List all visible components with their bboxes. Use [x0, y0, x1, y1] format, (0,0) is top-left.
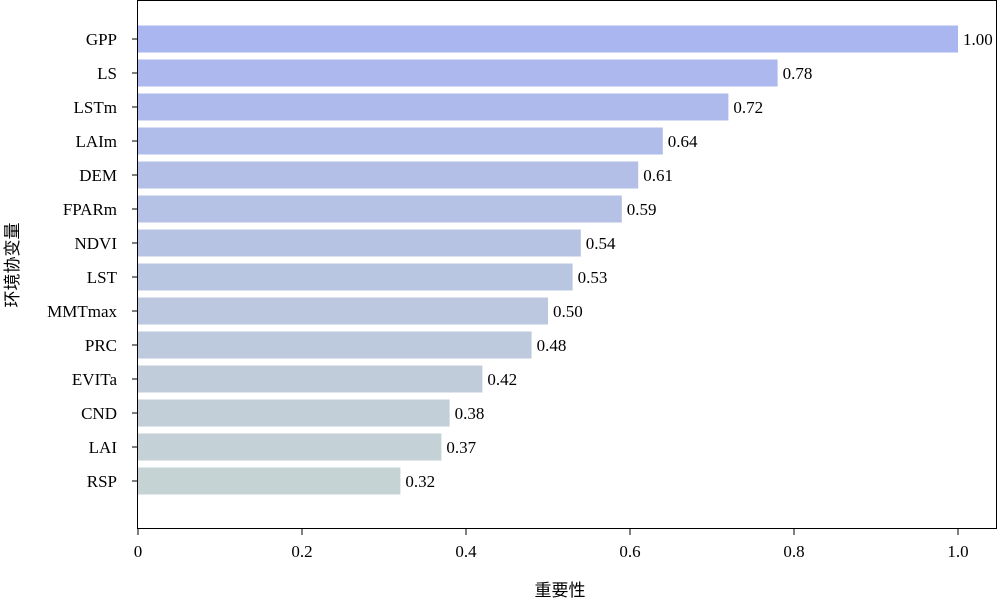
y-tick-label: LSTm — [74, 98, 117, 117]
y-tick-label: EVITa — [72, 370, 118, 389]
value-label: 0.54 — [586, 234, 616, 253]
value-label: 0.50 — [553, 302, 583, 321]
value-label: 0.42 — [487, 370, 517, 389]
y-tick-label: CND — [81, 404, 117, 423]
y-tick-label: PRC — [85, 336, 117, 355]
bar-lstm — [138, 93, 729, 121]
x-tick-label: 0.8 — [783, 542, 804, 561]
bar-ls — [138, 59, 778, 87]
y-tick-label: NDVI — [75, 234, 118, 253]
x-ticks: 0 0.2 0.4 0.6 0.8 1.0 — [134, 529, 969, 561]
x-tick-label: 0 — [134, 542, 143, 561]
value-label: 0.59 — [627, 200, 657, 219]
bar-evita — [138, 365, 483, 393]
y-tick-label: LS — [97, 64, 117, 83]
bar-dem — [138, 161, 639, 189]
bar-rsp — [138, 467, 401, 495]
value-label: 0.53 — [578, 268, 608, 287]
bar-prc — [138, 331, 532, 359]
bar-lst — [138, 263, 573, 291]
bar-cnd — [138, 399, 450, 427]
bar-ndvi — [138, 229, 581, 257]
plot-area-frame — [137, 0, 997, 529]
value-label: 0.64 — [668, 132, 698, 151]
value-label: 1.00 — [963, 30, 993, 49]
x-axis-label: 重要性 — [535, 581, 586, 600]
bar-gpp — [138, 25, 958, 53]
y-tick-labels: GPP LS LSTm LAIm DEM FPARm NDVI LST MMTmax PRC EVI… — [47, 30, 138, 491]
y-tick-label: DEM — [79, 166, 117, 185]
y-tick-label: MMTmax — [47, 302, 117, 321]
bar-laim — [138, 127, 663, 155]
value-labels: 1.00 0.78 0.72 0.64 0.61 0.59 0.54 0.53 0.50 0.48… — [405, 30, 992, 491]
value-label: 0.78 — [783, 64, 813, 83]
y-tick-label: GPP — [86, 30, 117, 49]
bar-mmtmax — [138, 297, 548, 325]
x-tick-label: 0.4 — [455, 542, 477, 561]
bars-group — [138, 25, 958, 495]
x-tick-label: 0.2 — [291, 542, 312, 561]
value-label: 0.72 — [733, 98, 763, 117]
y-tick-label: LAI — [89, 438, 118, 457]
y-axis-label: 环境协变量 — [3, 223, 22, 308]
value-label: 0.38 — [455, 404, 485, 423]
value-label: 0.48 — [537, 336, 567, 355]
value-label: 0.37 — [446, 438, 476, 457]
value-label: 0.61 — [643, 166, 673, 185]
y-tick-label: RSP — [87, 472, 117, 491]
y-tick-label: LST — [87, 268, 118, 287]
bar-fparm — [138, 195, 622, 223]
value-label: 0.32 — [405, 472, 435, 491]
x-tick-label: 1.0 — [947, 542, 968, 561]
y-tick-label: FPARm — [63, 200, 117, 219]
y-tick-label: LAIm — [75, 132, 117, 151]
bar-lai — [138, 433, 442, 461]
x-tick-label: 0.6 — [619, 542, 640, 561]
